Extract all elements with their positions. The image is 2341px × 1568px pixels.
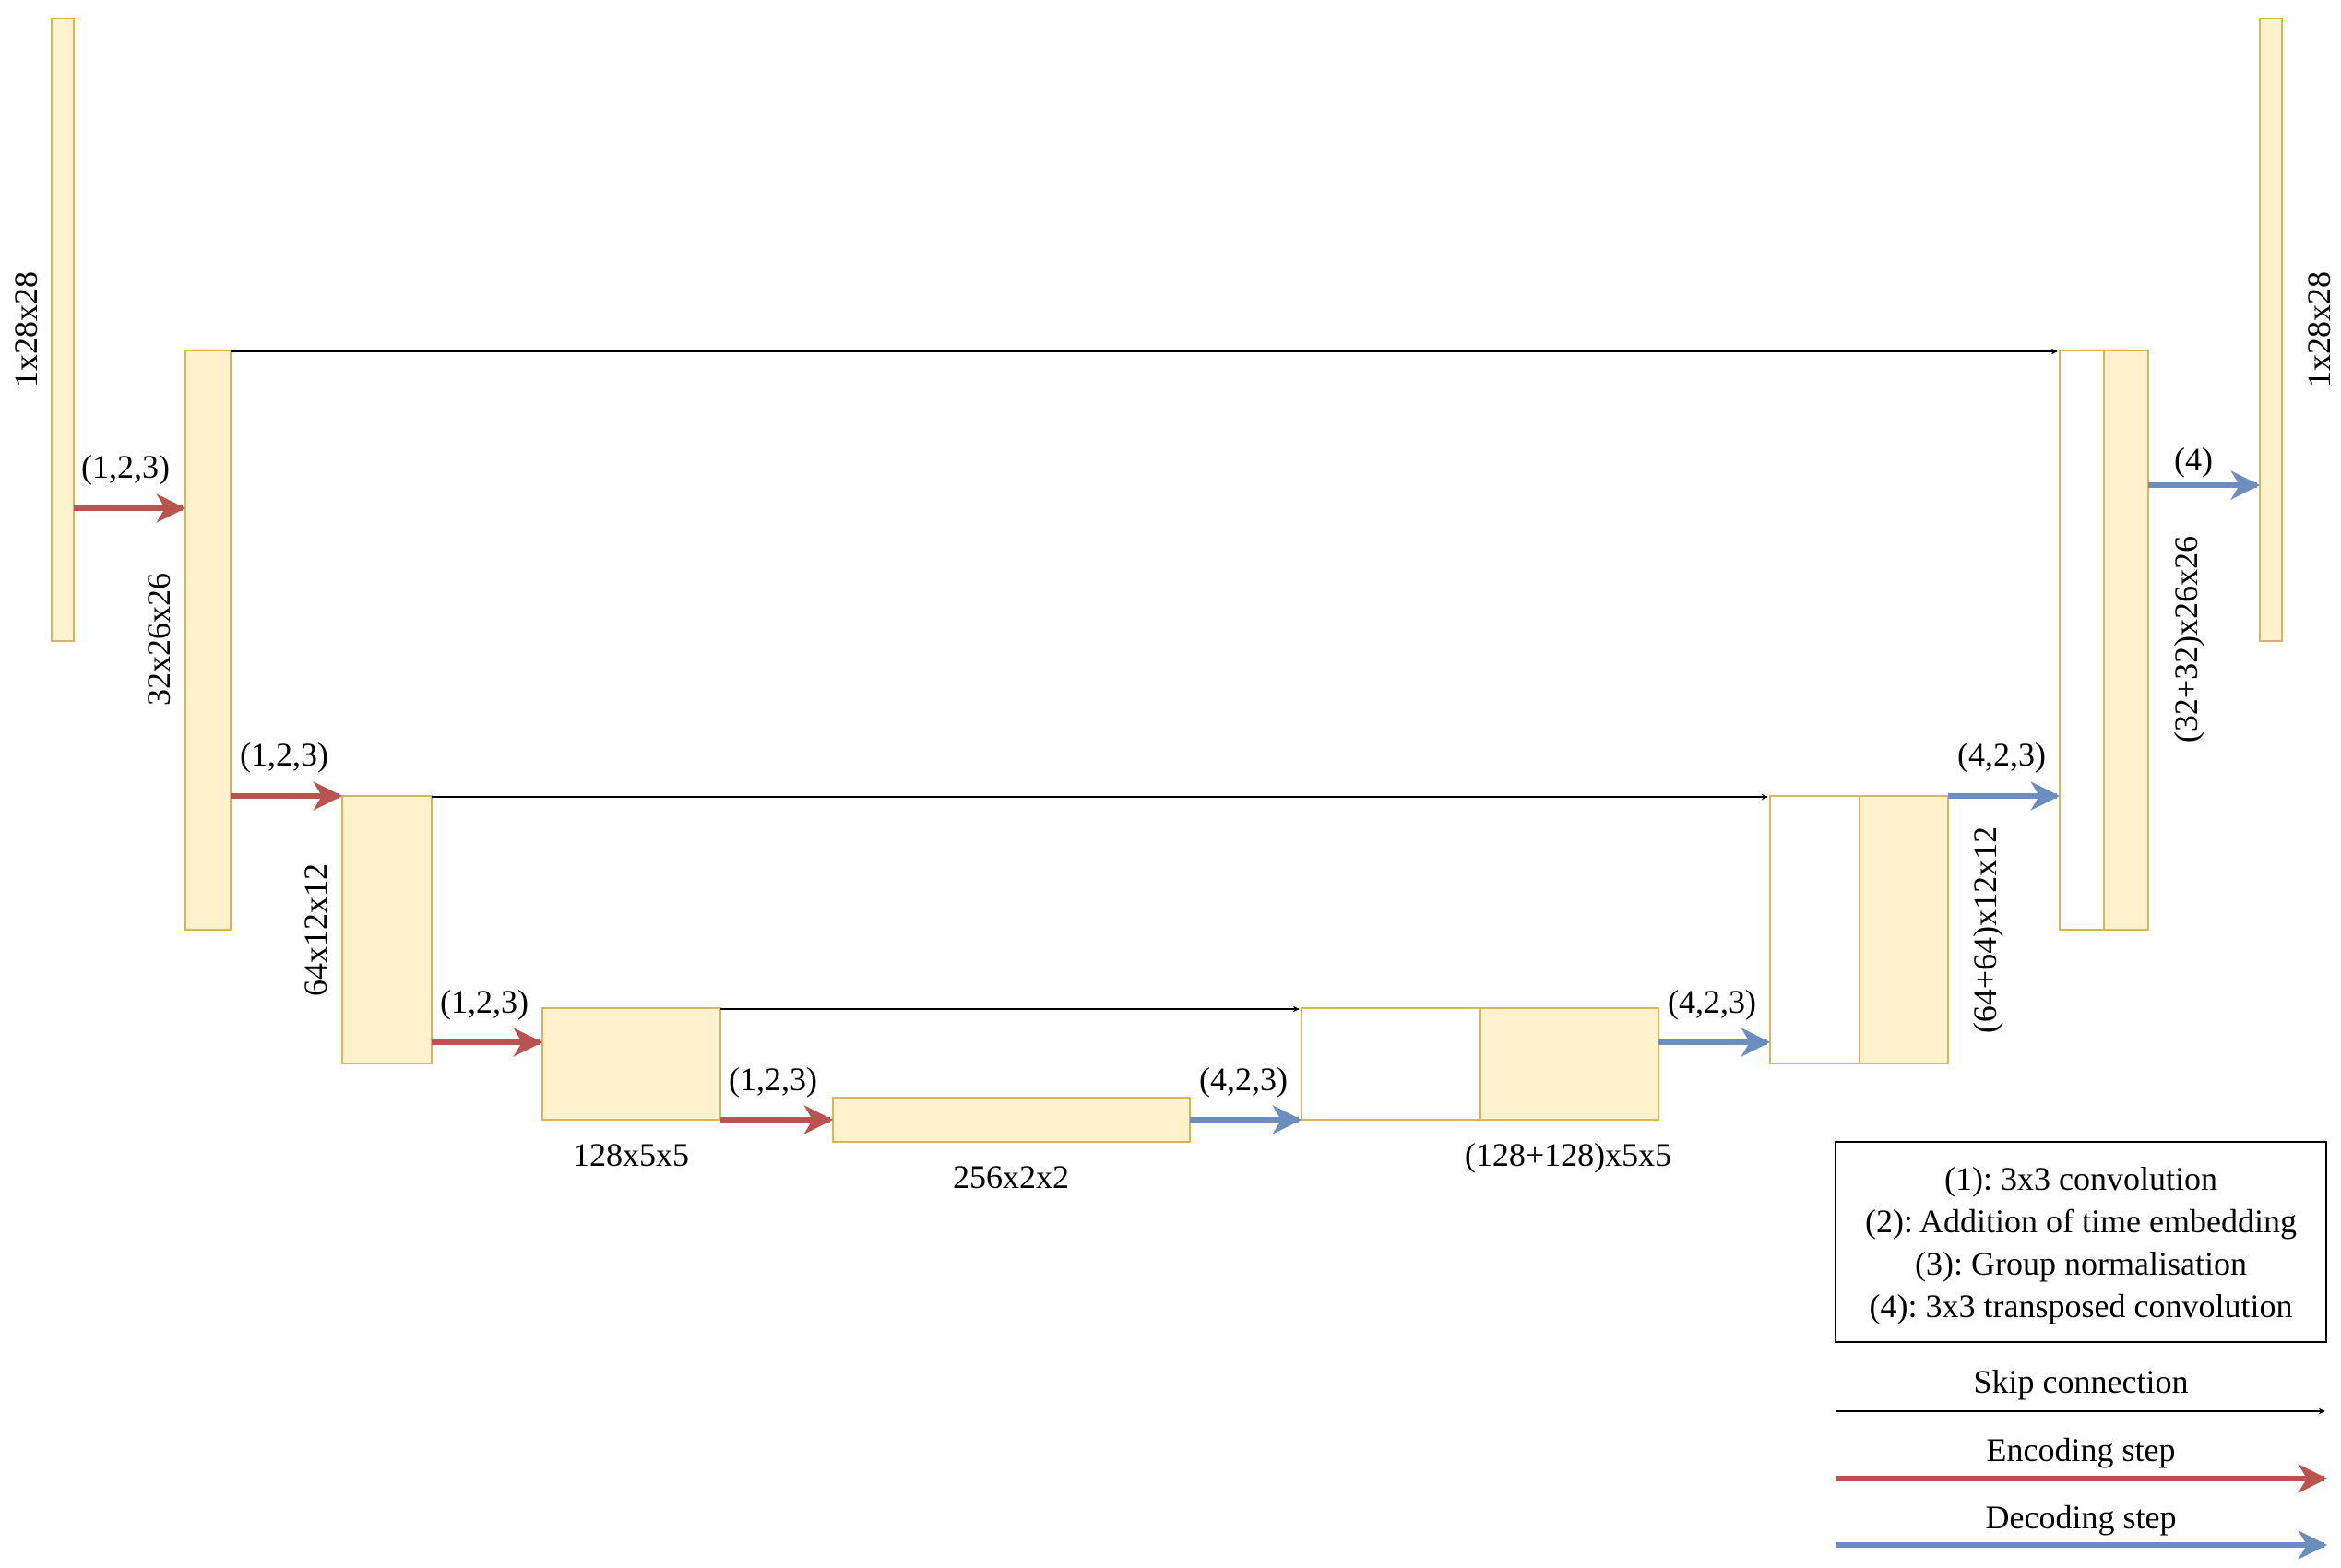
encoder-2-dim-label: 64x12x12 <box>297 863 334 996</box>
legend-op-2: (2): Addition of time embedding <box>1865 1203 2297 1240</box>
encoder-1-dim-label: 32x26x26 <box>140 573 177 706</box>
input-block <box>51 18 75 642</box>
decoder-1-dim-label: (32+32)x26x26 <box>2168 536 2204 742</box>
encoding-step-label-1: (1,2,3) <box>81 448 170 485</box>
legend-decoding-label: Decoding step <box>1986 1499 2177 1536</box>
legend-op-4: (4): 3x3 transposed convolution <box>1870 1288 2293 1324</box>
decoding-step-label-3: (4,2,3) <box>1957 736 2046 773</box>
input-dim-label: 1x28x28 <box>7 271 44 387</box>
encoding-step-label-3: (1,2,3) <box>440 983 529 1020</box>
encoder-block-2 <box>341 795 433 1064</box>
output-dim-label: 1x28x28 <box>2300 271 2337 387</box>
bottleneck-dim-label: 256x2x2 <box>953 1158 1069 1195</box>
encoding-step-label-2: (1,2,3) <box>240 736 328 773</box>
legend-encoding-label: Encoding step <box>1987 1431 2176 1468</box>
decoding-step-label-4: (4) <box>2174 441 2213 478</box>
legend-op-1: (1): 3x3 convolution <box>1944 1160 2217 1197</box>
decoder-block-1-skip-half <box>2059 350 2105 931</box>
legend: (1): 3x3 convolution (2): Addition of ti… <box>1835 1141 2328 1560</box>
encoder-block-1 <box>184 350 232 931</box>
decoder-block-2-up-half <box>1859 795 1949 1064</box>
encoder-block-3 <box>541 1007 721 1121</box>
encoding-step-label-4: (1,2,3) <box>729 1061 817 1098</box>
decoding-step-label-1: (4,2,3) <box>1199 1061 1288 1098</box>
legend-skip-label: Skip connection <box>1974 1363 2189 1400</box>
legend-operations-box <box>1835 1141 2327 1343</box>
bottleneck-block <box>832 1097 1191 1143</box>
decoder-block-1-up-half <box>2103 350 2149 931</box>
decoder-3-dim-label: (128+128)x5x5 <box>1465 1136 1671 1173</box>
legend-op-3: (3): Group normalisation <box>1915 1245 2247 1282</box>
encoder-3-dim-label: 128x5x5 <box>573 1136 689 1173</box>
output-block <box>2259 18 2283 642</box>
decoder-block-3-up-half <box>1479 1007 1659 1121</box>
decoder-block-2-skip-half <box>1769 795 1860 1064</box>
decoder-2-dim-label: (64+64)x12x12 <box>1967 826 2003 1033</box>
decoder-block-3-skip-half <box>1301 1007 1481 1121</box>
decoding-step-label-2: (4,2,3) <box>1668 983 1756 1020</box>
